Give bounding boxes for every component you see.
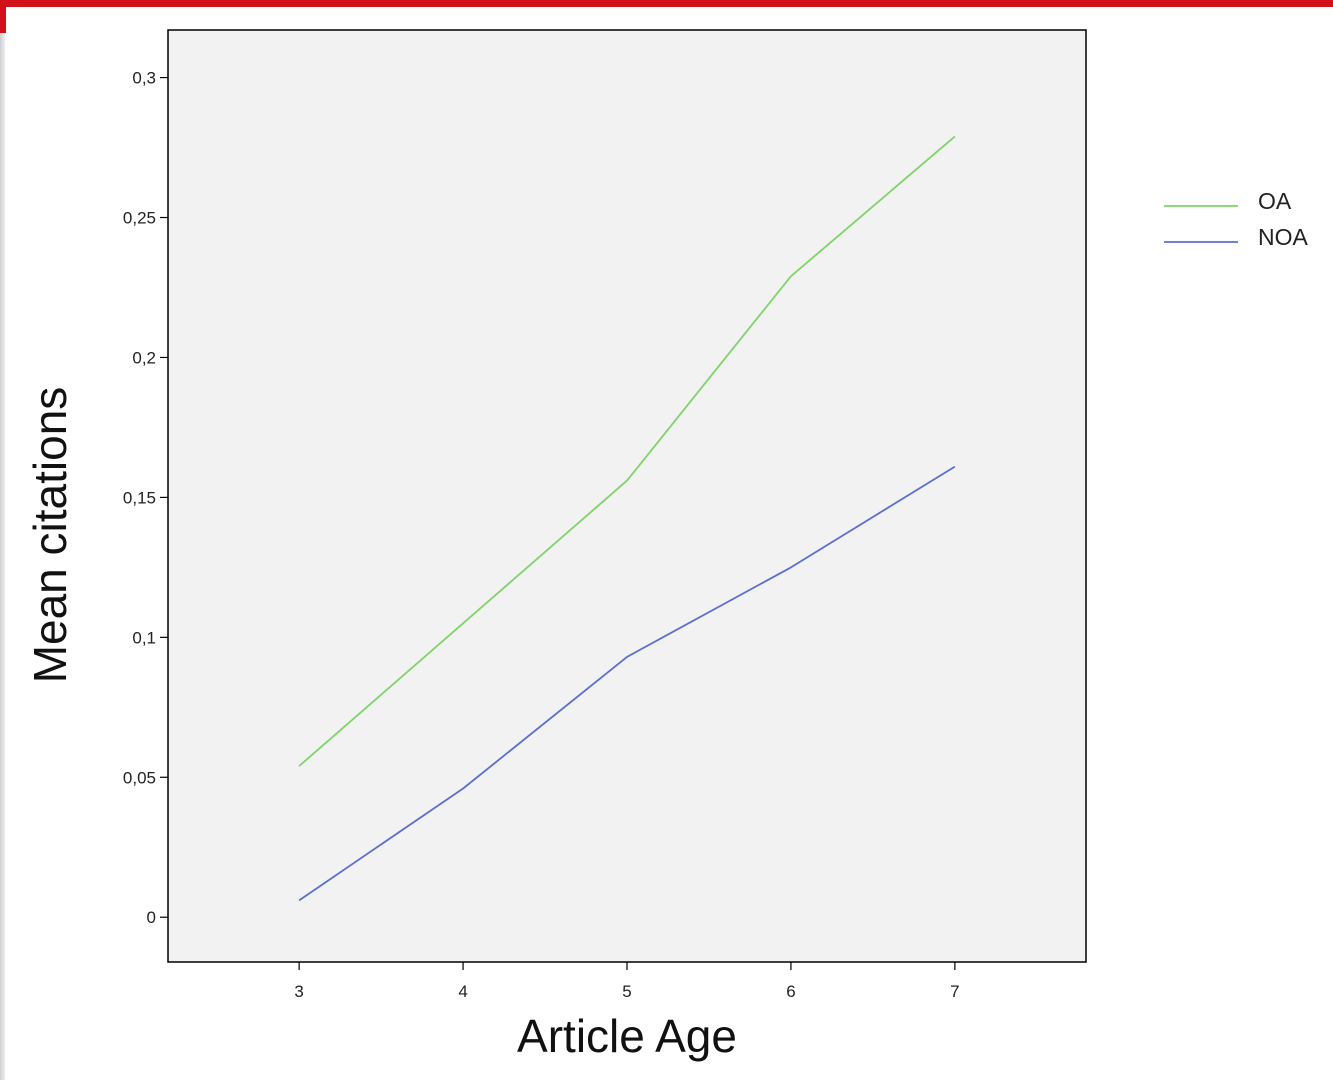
- y-tick-label: 0: [147, 908, 156, 927]
- y-axis-ticks: 0 0,05 0,1 0,15 0,2 0,25 0,3: [123, 69, 168, 927]
- y-axis-title: Mean citations: [24, 387, 76, 684]
- y-tick-label: 0,1: [132, 628, 156, 647]
- x-tick-label: 4: [458, 982, 467, 1001]
- top-accent-bar: [0, 0, 1333, 7]
- x-tick-label: 7: [950, 982, 959, 1001]
- x-axis-title: Article Age: [517, 1010, 737, 1062]
- x-tick-label: 3: [294, 982, 303, 1001]
- plot-area: [167, 29, 1087, 963]
- series-line-oa: [298, 135, 956, 767]
- x-tick-label: 6: [786, 982, 795, 1001]
- left-edge-rule: [0, 33, 5, 1080]
- x-axis-ticks: 3 4 5 6 7: [294, 962, 960, 1001]
- legend-label-oa: OA: [1258, 188, 1292, 214]
- series-lines: [298, 135, 956, 902]
- x-tick-label: 5: [622, 982, 631, 1001]
- series-line-noa: [298, 465, 956, 902]
- legend-label-noa: NOA: [1258, 224, 1309, 250]
- legend: OA NOA: [1164, 188, 1309, 250]
- y-tick-label: 0,15: [123, 488, 156, 507]
- y-tick-label: 0,25: [123, 209, 156, 228]
- y-tick-label: 0,05: [123, 768, 156, 787]
- top-accent-notch: [0, 7, 6, 33]
- y-tick-label: 0,2: [132, 348, 156, 367]
- y-tick-label: 0,3: [132, 69, 156, 88]
